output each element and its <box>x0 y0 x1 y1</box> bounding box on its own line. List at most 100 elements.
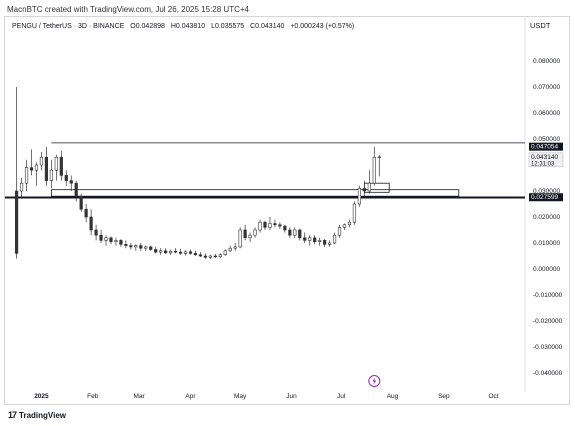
candle-body[interactable] <box>69 180 73 184</box>
candle-body[interactable] <box>144 246 148 249</box>
time-tick-label: Sep <box>438 393 450 400</box>
candle-body[interactable] <box>99 234 103 241</box>
currency-unit-label[interactable]: USDT <box>530 21 551 30</box>
price-tick-label: 0.080000 <box>533 58 560 65</box>
price-tick-label: -0.010000 <box>533 292 563 299</box>
candle-body[interactable] <box>59 156 63 176</box>
candle-body[interactable] <box>149 246 153 250</box>
candle-body[interactable] <box>19 182 24 192</box>
candle-body[interactable] <box>337 227 342 236</box>
candle-body[interactable] <box>243 229 247 239</box>
price-tag-value: 0.027599 <box>531 194 558 201</box>
candle-body[interactable] <box>233 246 237 249</box>
candle-body[interactable] <box>154 249 158 253</box>
candle-body[interactable] <box>372 156 376 184</box>
candle-body[interactable] <box>164 250 168 254</box>
candle-body[interactable] <box>332 234 337 244</box>
candle-body[interactable] <box>188 251 193 254</box>
range-box[interactable] <box>50 189 460 197</box>
ohlc-open: O0.042898 <box>130 23 165 30</box>
candle-body[interactable] <box>34 164 39 171</box>
time-tick-label: 2025 <box>34 393 49 400</box>
candle-body[interactable] <box>213 255 217 258</box>
price-tick-label: 0.060000 <box>533 110 560 117</box>
candle-body[interactable] <box>104 237 108 241</box>
candle-body[interactable] <box>367 182 371 192</box>
candle-body[interactable] <box>89 216 93 231</box>
candle-body[interactable] <box>114 240 118 242</box>
tradingview-brand-text: TradingView <box>19 410 66 420</box>
candle-body[interactable] <box>253 229 257 236</box>
candle-body[interactable] <box>342 224 347 228</box>
candle-body[interactable] <box>323 240 327 245</box>
candle-body[interactable] <box>318 240 322 242</box>
candle-body[interactable] <box>109 237 113 243</box>
candle-body[interactable] <box>198 254 203 257</box>
candle-body[interactable] <box>173 251 178 253</box>
candle-body[interactable] <box>169 251 173 254</box>
candle-body[interactable] <box>293 229 297 236</box>
price-tick-label: 0.010000 <box>533 240 560 247</box>
candle-body[interactable] <box>303 237 307 241</box>
price-tick-label: 0.020000 <box>533 214 560 221</box>
candle-body[interactable] <box>268 223 272 228</box>
time-tick-label: Mar <box>134 393 146 400</box>
symbol-header: PENGU / TetherUS · 3D · BINANCE O0.04289… <box>12 23 358 30</box>
candle-body[interactable] <box>273 223 277 226</box>
candle-body[interactable] <box>223 250 227 256</box>
candle-body[interactable] <box>238 229 242 248</box>
candle-body[interactable] <box>134 245 138 248</box>
candle-body[interactable] <box>44 156 49 181</box>
candle-body[interactable] <box>64 175 68 181</box>
time-tick-label: Aug <box>387 393 399 400</box>
candle-body[interactable] <box>288 229 292 236</box>
ohlc-change: +0.000243 (+0.57%) <box>290 23 355 30</box>
candle-body[interactable] <box>283 225 287 231</box>
time-tick-label: May <box>234 393 247 400</box>
candle-body[interactable] <box>159 250 163 253</box>
candle-body[interactable] <box>248 234 252 239</box>
candle-body[interactable] <box>84 208 88 218</box>
candle-body[interactable] <box>79 195 83 210</box>
candle-body[interactable] <box>357 188 361 205</box>
symbol-pair[interactable]: PENGU / TetherUS · 3D · BINANCE <box>12 23 125 30</box>
price-tag-countdown: 12:31:03 <box>531 161 555 167</box>
candle-body[interactable] <box>347 221 352 226</box>
candle-body[interactable] <box>313 237 317 243</box>
candle-body[interactable] <box>218 254 222 258</box>
candle-body[interactable] <box>119 240 123 245</box>
candle-body[interactable] <box>24 167 29 184</box>
candle-body[interactable] <box>327 242 332 245</box>
lightning-glyph-icon <box>372 377 377 385</box>
candle-body[interactable] <box>178 251 183 254</box>
candle-body[interactable] <box>352 203 357 223</box>
candle-body[interactable] <box>228 247 232 252</box>
candle-body[interactable] <box>278 224 282 227</box>
candle-body[interactable] <box>183 251 188 254</box>
time-tick-label: Feb <box>87 393 99 400</box>
candle-body[interactable] <box>298 229 302 239</box>
candle-body[interactable] <box>29 167 34 171</box>
candle-body[interactable] <box>129 245 133 248</box>
candle-body[interactable] <box>54 156 58 171</box>
candle-body[interactable] <box>139 245 143 249</box>
chart-caption: MacnBTC created with TradingView.com, Ju… <box>7 5 249 14</box>
ohlc-close: C0.043140 <box>250 23 285 30</box>
candle-body[interactable] <box>362 188 366 192</box>
candle-body[interactable] <box>308 237 312 241</box>
candle-body[interactable] <box>193 253 198 255</box>
candle-body[interactable] <box>263 221 267 228</box>
candle-body[interactable] <box>94 229 98 236</box>
candle-body[interactable] <box>124 244 128 246</box>
price-tick-label: -0.030000 <box>533 344 563 351</box>
candle-body[interactable] <box>258 221 262 231</box>
candle-body[interactable] <box>39 156 44 166</box>
candle-body[interactable] <box>74 182 78 197</box>
price-tag <box>528 152 564 168</box>
candle-body[interactable] <box>203 255 207 258</box>
candle-body[interactable] <box>377 156 381 159</box>
candle-body[interactable] <box>14 190 19 254</box>
candle-body[interactable] <box>208 255 212 258</box>
candle-body[interactable] <box>49 169 53 181</box>
